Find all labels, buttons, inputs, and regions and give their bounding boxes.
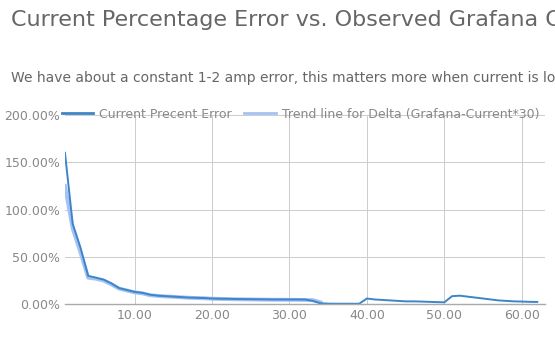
Legend: Current Precent Error, Trend line for Delta (Grafana-Current*30): Current Precent Error, Trend line for De… [62, 107, 539, 121]
Text: Current Percentage Error vs. Observed Grafana Current: Current Percentage Error vs. Observed Gr… [11, 10, 555, 30]
Text: We have about a constant 1-2 amp error, this matters more when current is low th: We have about a constant 1-2 amp error, … [11, 71, 555, 85]
